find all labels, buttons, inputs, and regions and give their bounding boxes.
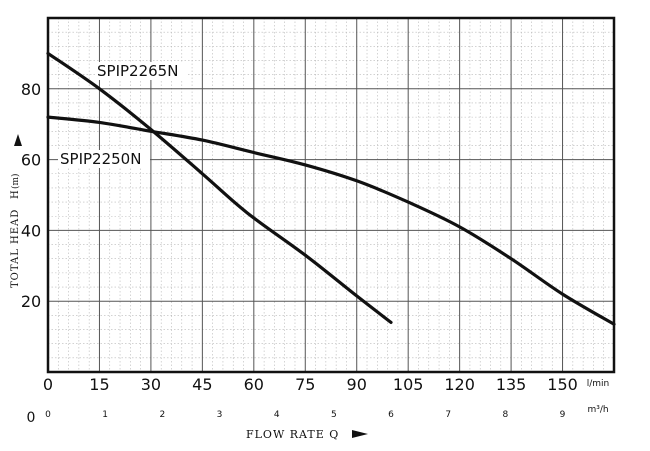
x-tick-label-m3h: 1 <box>102 410 108 420</box>
x-tick-label-m3h: 4 <box>274 410 280 420</box>
performance-curves <box>46 51 616 326</box>
y-zero-label: 0 <box>27 410 36 426</box>
y-axis-arrow-icon <box>14 134 22 146</box>
series-label-spip2265n: SPIP2265N <box>97 62 178 80</box>
x-unit-lpm-label: l/min <box>587 379 610 389</box>
x-tick-label-m3h: 2 <box>159 410 165 420</box>
x-tick-label-m3h: 5 <box>331 410 337 420</box>
y-tick-label: 40 <box>21 221 41 240</box>
y-axis-title: TOTAL HEAD <box>10 209 21 288</box>
x-tick-label-lpm: 120 <box>444 375 475 394</box>
x-tick-label-lpm: 45 <box>192 375 212 394</box>
x-tick-label-lpm: 105 <box>393 375 424 394</box>
x-unit-m3h-label: m³/h <box>587 405 608 415</box>
x-tick-label-m3h: 8 <box>503 410 509 420</box>
x-axis-lpm-tick-labels: 0 15 30 45 60 75 90 105 120 135 150 <box>43 375 578 394</box>
series-label-bg-spip2265n <box>95 62 187 80</box>
x-tick-label-lpm: 15 <box>89 375 109 394</box>
x-axis-title: FLOW RATE Q <box>246 428 339 441</box>
y-axis-symbol: H <box>10 190 21 199</box>
series-label-spip2250n: SPIP2250N <box>60 150 141 168</box>
x-tick-label-lpm: 30 <box>141 375 161 394</box>
x-tick-label-lpm: 75 <box>295 375 315 394</box>
y-tick-label: 20 <box>21 292 41 311</box>
series-line-spip2265n <box>46 51 393 324</box>
y-tick-label: 60 <box>21 151 41 170</box>
x-tick-label-m3h: 7 <box>445 410 451 420</box>
x-axis-arrow-icon <box>352 430 368 438</box>
x-tick-label-m3h: 0 <box>45 410 51 420</box>
x-tick-label-m3h: 9 <box>560 410 566 420</box>
x-tick-label-lpm: 150 <box>547 375 578 394</box>
series-label-bg-spip2250n <box>58 150 150 168</box>
x-tick-label-lpm: 0 <box>43 375 53 394</box>
x-tick-label-lpm: 90 <box>347 375 367 394</box>
series-line-spip2250n <box>46 115 616 326</box>
x-tick-label-m3h: 6 <box>388 410 394 420</box>
x-tick-label-lpm: 135 <box>496 375 527 394</box>
series-labels: SPIP2265N SPIP2250N <box>58 62 187 168</box>
y-axis-tick-labels: 20 40 60 80 <box>21 80 41 311</box>
y-tick-label: 80 <box>21 80 41 99</box>
plot-frame <box>46 16 616 374</box>
x-tick-label-m3h: 3 <box>217 410 223 420</box>
minor-grid <box>48 18 614 372</box>
y-axis-unit: (m) <box>10 173 21 189</box>
x-tick-label-lpm: 60 <box>244 375 264 394</box>
major-grid <box>48 18 614 372</box>
x-axis-m3h-tick-labels: 0 1 2 3 4 5 6 7 8 9 <box>45 410 566 420</box>
